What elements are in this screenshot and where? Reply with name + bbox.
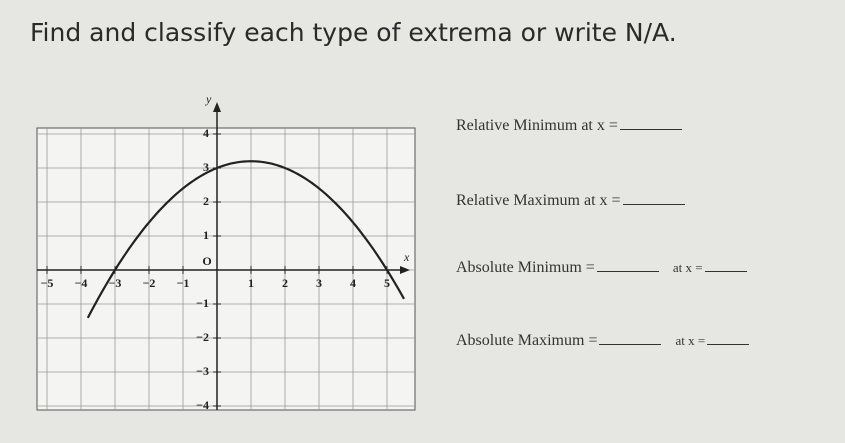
y-tick-label: 1 [203, 228, 209, 242]
x-tick-label: 5 [384, 276, 390, 290]
prompt: Relative Minimum at x = [456, 117, 682, 135]
answer-blank[interactable] [704, 261, 747, 272]
x-tick-label: 2 [282, 276, 288, 290]
title: Find and classify each type of extrema o… [30, 18, 677, 47]
prompt-label: at x = [675, 333, 706, 348]
x-tick-label: −3 [109, 276, 122, 290]
prompt-label: at x = [672, 260, 703, 275]
prompt: Absolute Maximum = at x = [456, 332, 750, 350]
prompt-label: Absolute Minimum = [456, 259, 595, 276]
x-tick-label: −4 [75, 276, 88, 290]
graph: x y −5 −4 −3 −2 −1 O 1 2 3 4 5 4 3 2 1 −1 −2 −3 −4 [36, 92, 416, 412]
y-tick-label: −3 [196, 364, 209, 378]
prompt-label: Relative Minimum at x = [456, 117, 618, 134]
curve [86, 160, 405, 319]
prompt-label: Relative Maximum at x = [456, 192, 621, 209]
x-tick-label: −5 [41, 276, 54, 290]
y-arrow [213, 102, 221, 112]
x-arrow [400, 266, 410, 274]
answer-blank[interactable] [596, 261, 659, 272]
answer-blank[interactable] [707, 334, 750, 345]
answer-blank[interactable] [622, 194, 685, 205]
prompt: Relative Maximum at x = [456, 192, 685, 210]
x-tick-label: −2 [143, 276, 156, 290]
graph-frame [36, 127, 416, 411]
tick-labels: −5 −4 −3 −2 −1 O 1 2 3 4 5 4 3 2 1 −1 −2 −3 −4 [41, 126, 390, 412]
y-tick-label: −2 [196, 330, 209, 344]
x-axis-label: x [403, 250, 410, 264]
x-tick-label: 1 [248, 276, 254, 290]
y-tick-label: 3 [203, 160, 209, 174]
y-tick-label: −4 [196, 398, 209, 412]
y-axis-label: y [205, 92, 212, 106]
x-tick-label: 3 [316, 276, 322, 290]
y-tick-label: −1 [196, 296, 209, 310]
prompt-label: Absolute Maximum = [456, 332, 598, 349]
x-tick-label: 4 [350, 276, 356, 290]
answer-blank[interactable] [599, 334, 662, 345]
y-tick-label: 2 [203, 194, 209, 208]
prompt: Absolute Minimum = at x = [456, 259, 747, 277]
x-tick-label: O [202, 254, 211, 268]
x-tick-label: −1 [177, 276, 190, 290]
answer-blank[interactable] [619, 119, 682, 130]
y-tick-label: 4 [203, 126, 209, 140]
